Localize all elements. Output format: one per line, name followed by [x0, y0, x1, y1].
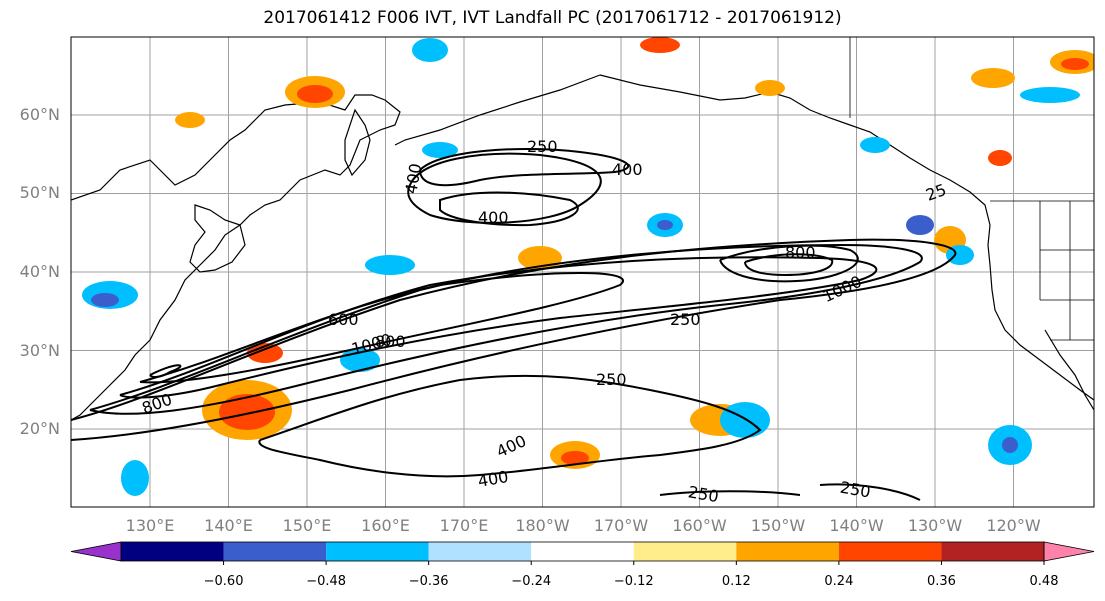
- contour-line: [659, 483, 921, 501]
- contour-label: 400: [478, 208, 509, 227]
- north-america-coastline: [599, 74, 1094, 401]
- negative-anomaly-patch: [121, 460, 149, 496]
- coastlines: [71, 74, 1094, 421]
- negative-anomaly-patch: [906, 215, 934, 235]
- colorbar-frame: [120, 541, 1045, 562]
- lat-label: 50°N: [20, 183, 60, 202]
- negative-anomaly-patch: [1020, 87, 1080, 103]
- contour-line: [71, 238, 957, 441]
- negative-anomaly-patch: [720, 402, 770, 438]
- positive-anomaly-patch: [640, 37, 680, 53]
- negative-anomaly-patch: [422, 142, 458, 158]
- positive-anomaly-patch: [971, 68, 1015, 88]
- colorbar-segment: [736, 542, 839, 561]
- negative-anomaly-patch: [657, 220, 673, 230]
- longitude-axis: 130°E 140°E 150°E 160°E 170°E 180°W 170°W 160°W…: [126, 516, 1041, 535]
- contour-line: [744, 253, 834, 277]
- contour-line: [719, 244, 859, 283]
- contour-line: [139, 272, 624, 384]
- colorbar-over-extend: [1043, 541, 1095, 562]
- contour-label: 800: [375, 332, 406, 351]
- positive-anomaly-patch: [755, 80, 785, 96]
- contour-line: [407, 152, 602, 224]
- colorbar-segment: [531, 542, 634, 561]
- borders: [849, 37, 1094, 341]
- contour-line: [119, 256, 878, 399]
- contour-line: [419, 148, 629, 187]
- us-state-lines: [1039, 201, 1094, 340]
- colorbar-segment: [121, 542, 224, 561]
- colorbar-tick-label: −0.60: [204, 574, 244, 589]
- aleutian-islands: [394, 74, 601, 146]
- lat-label: 60°N: [20, 105, 60, 124]
- colorbar-tick-label: 0.24: [824, 574, 853, 589]
- positive-anomaly-patch: [247, 343, 283, 363]
- colorbar-tick-label: −0.48: [306, 574, 346, 589]
- colorbar-tick-label: −0.12: [614, 574, 654, 589]
- lon-label: 140°E: [204, 516, 253, 535]
- colorbar-under-extend: [70, 541, 122, 562]
- lon-label: 150°E: [283, 516, 332, 535]
- japan-coastline: [189, 204, 246, 273]
- lon-label: 140°W: [829, 516, 884, 535]
- colorbar-tick-label: −0.36: [409, 574, 449, 589]
- contour-label: 400: [612, 160, 643, 179]
- colorbar-tick-label: 0.48: [1030, 574, 1059, 589]
- lon-label: 170°W: [594, 516, 649, 535]
- lon-label: 130°E: [126, 516, 175, 535]
- positive-anomaly-patch: [988, 150, 1012, 166]
- positive-anomaly-patch: [297, 85, 333, 103]
- lat-label: 20°N: [20, 419, 60, 438]
- lat-label: 40°N: [20, 262, 60, 281]
- lon-label: 170°E: [440, 516, 489, 535]
- latitude-axis: 60°N 50°N 40°N 30°N 20°N: [20, 105, 60, 438]
- lon-label: 120°W: [986, 516, 1041, 535]
- colorbar-segment: [223, 542, 327, 561]
- map-panel: 250 400 400 400 800 1000 250 25 600 1000…: [70, 36, 1095, 508]
- positive-anomaly-patch: [219, 394, 275, 430]
- negative-anomaly-patch: [860, 137, 890, 153]
- contour-label: 250: [527, 137, 558, 156]
- map-title: 2017061412 F006 IVT, IVT Landfall PC (20…: [263, 8, 842, 28]
- colorbar-tick-label: 0.12: [722, 574, 751, 589]
- contour-label: 800: [785, 243, 816, 262]
- positive-anomaly-patch: [1061, 58, 1089, 70]
- negative-anomaly-patch: [1002, 437, 1018, 453]
- negative-anomaly-patch: [365, 255, 415, 275]
- map-frame: [70, 36, 1095, 508]
- kamchatka-coastline: [344, 108, 371, 177]
- colorbar-segment: [838, 542, 942, 561]
- colorbar-segment: [941, 542, 1044, 561]
- positive-anomaly-patch: [175, 112, 205, 128]
- colorbar-tick-label: 0.36: [927, 574, 956, 589]
- lon-label: 160°E: [361, 516, 410, 535]
- lon-label: 180°W: [515, 516, 570, 535]
- colorbar-tick-label: −0.24: [511, 574, 551, 589]
- contour-line: [89, 243, 923, 415]
- contour-label: 250: [596, 370, 627, 389]
- contour-line: [439, 191, 579, 227]
- ivt-anomaly-fill: [82, 37, 1094, 496]
- lon-label: 150°W: [751, 516, 806, 535]
- ivt-contours: [71, 148, 957, 501]
- positive-anomaly-patch: [561, 451, 589, 465]
- asia-coastline: [71, 94, 401, 421]
- contour-label: 250: [670, 310, 701, 329]
- negative-anomaly-patch: [91, 293, 119, 307]
- contour-line: [258, 374, 762, 478]
- lon-label: 160°W: [672, 516, 727, 535]
- contour-line: [149, 364, 182, 378]
- colorbar-segment: [633, 542, 737, 561]
- contour-label: 600: [328, 310, 359, 329]
- lon-label: 130°W: [908, 516, 963, 535]
- baja-california: [1044, 329, 1094, 411]
- colorbar-segment: [428, 542, 532, 561]
- lat-label: 30°N: [20, 341, 60, 360]
- colorbar-segment: [326, 542, 429, 561]
- colorbar: −0.60 −0.48 −0.36 −0.24 −0.12 0.12 0.24 0.36 0.4…: [70, 541, 1095, 589]
- negative-anomaly-patch: [412, 38, 448, 62]
